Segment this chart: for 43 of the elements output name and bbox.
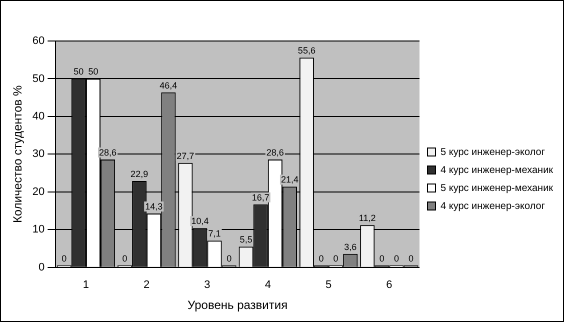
data-label: 28,6 (99, 147, 117, 158)
data-label: 28,6 (266, 147, 284, 158)
y-tick-label: 50 (32, 72, 45, 85)
data-label: 11,2 (358, 213, 376, 224)
y-tick-label: 60 (32, 35, 45, 48)
data-label: 46,4 (160, 80, 178, 90)
legend-label: 5 курс инженер-эколог (440, 146, 546, 158)
data-label: 0 (379, 253, 384, 264)
data-label: 10,4 (191, 216, 209, 226)
data-label: 21,4 (280, 174, 298, 185)
legend-label: 5 курс инженер-механик (440, 182, 554, 194)
data-label: 0 (318, 253, 324, 264)
legend-label: 4 курс инженер-механик (440, 164, 554, 176)
y-axis-title: Количество студентов % (10, 85, 25, 224)
x-tick-label: 2 (144, 279, 150, 292)
x-axis-title: Уровень развития (188, 298, 288, 312)
data-label: 0 (408, 253, 414, 264)
data-label: 0 (62, 253, 67, 264)
y-tick-label: 10 (32, 224, 45, 236)
data-label: 5,5 (240, 234, 252, 245)
data-label: 0 (122, 253, 128, 264)
data-label: 7,1 (208, 228, 221, 239)
y-tick-label: 30 (32, 148, 45, 160)
x-tick-label: 5 (325, 279, 332, 292)
y-tick-label: 40 (32, 110, 45, 122)
x-tick-label: 6 (386, 279, 392, 292)
data-label: 0 (333, 253, 338, 264)
data-label: 50 (74, 66, 84, 77)
x-tick-label: 1 (82, 279, 90, 292)
data-label: 0 (394, 253, 399, 264)
data-label: 0 (226, 253, 232, 264)
x-tick-label: 4 (264, 279, 271, 292)
data-label: 55,6 (298, 46, 316, 56)
data-label: 16,7 (252, 192, 270, 202)
y-tick-label: 0 (38, 261, 45, 274)
legend-label: 4 курс инженер-эколог (440, 200, 546, 212)
data-label: 27,7 (176, 150, 194, 161)
y-tick-label: 20 (32, 186, 45, 198)
data-label: 50 (88, 66, 98, 77)
x-tick-label: 3 (204, 279, 210, 292)
data-label: 14,3 (145, 201, 163, 212)
data-label: 3,6 (344, 242, 357, 252)
data-label: 22,9 (130, 168, 148, 179)
